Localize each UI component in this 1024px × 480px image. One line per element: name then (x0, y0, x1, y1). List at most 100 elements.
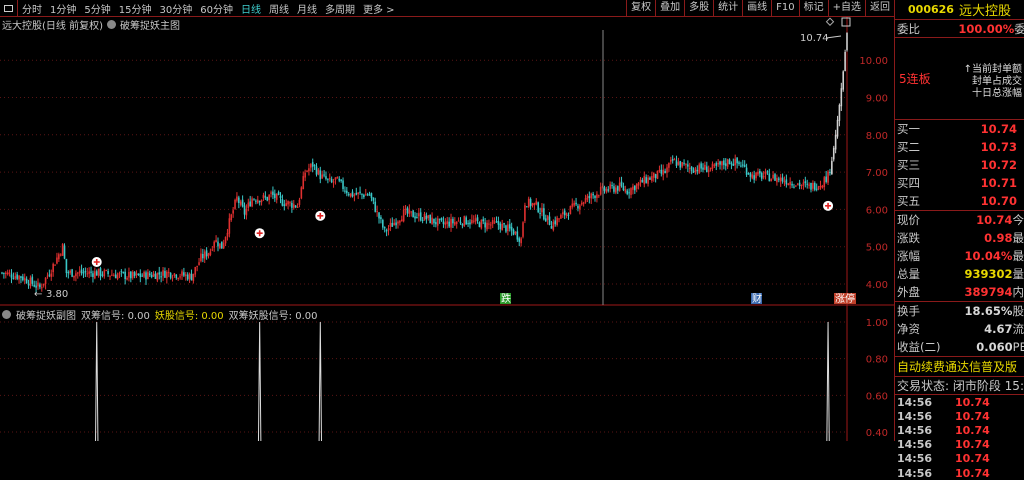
period-tab[interactable]: 周线 (268, 4, 289, 16)
candle-body (766, 171, 769, 173)
candle-body (347, 194, 350, 196)
indicator-toggle-icon[interactable] (106, 20, 116, 29)
tool-button[interactable]: 叠加 (655, 0, 684, 17)
candle-body (224, 236, 227, 244)
candle-body (586, 195, 589, 200)
candle-body (560, 214, 562, 219)
period-tab[interactable]: 5分钟 (84, 4, 111, 16)
candle-body (599, 186, 602, 195)
candle-body (825, 176, 827, 182)
tool-button[interactable]: F10 (771, 0, 798, 17)
period-tab[interactable]: 60分钟 (200, 4, 233, 16)
candle-body (217, 241, 219, 247)
candle-body (527, 198, 530, 208)
promo-banner[interactable]: 自动续费通达信普及版 (895, 357, 1024, 377)
tool-button[interactable]: 复权 (626, 0, 655, 17)
candle-body (459, 221, 462, 224)
candle-body (327, 178, 329, 180)
candle-body (56, 257, 58, 264)
candle-body (317, 169, 320, 175)
candle-body (700, 163, 702, 169)
candle-body (283, 204, 286, 206)
period-tab[interactable]: 分时 (22, 4, 42, 16)
candle-body (696, 169, 699, 172)
candle-body (760, 172, 763, 179)
tool-button[interactable]: 统计 (713, 0, 742, 17)
candle-body (791, 183, 793, 186)
candle-body (730, 163, 733, 165)
y-tick-label: 10.00 (859, 56, 888, 67)
candle-body (164, 270, 166, 278)
candle-body (827, 171, 829, 183)
candle-body (800, 185, 803, 187)
period-tab[interactable]: 更多 > (362, 4, 395, 16)
candle-body (436, 218, 439, 226)
candle-body (419, 212, 422, 221)
candle-body (245, 208, 248, 216)
candle-body (480, 219, 483, 229)
candle-body (31, 276, 34, 284)
candle-body (239, 201, 242, 205)
candle-body (656, 170, 659, 179)
candle-body (685, 163, 687, 165)
candle-body (336, 176, 339, 179)
candle-body (412, 210, 414, 218)
kline-chart-canvas[interactable]: 10.00 9.00 8.00 7.00 6.00 5.00 4.00 1.00 0.80 0.6… (0, 0, 894, 441)
candle-body (251, 198, 253, 207)
candle-body (558, 218, 560, 220)
tool-button[interactable]: 画线 (742, 0, 771, 17)
candle-body (27, 283, 30, 286)
period-tab[interactable]: 月线 (296, 4, 317, 16)
period-tab[interactable]: 日线 (240, 4, 261, 16)
candle-body (670, 159, 672, 162)
candle-body (101, 274, 104, 276)
tool-button[interactable]: +自选 (827, 0, 865, 17)
candle-body (285, 203, 287, 206)
sub-indicator-name[interactable]: 破筹捉妖副图 (16, 311, 76, 322)
tool-button[interactable]: 返回 (865, 0, 894, 17)
candle-body (491, 219, 494, 225)
candle-body (1, 272, 3, 274)
candle-body (728, 159, 731, 165)
candle-body (810, 182, 812, 190)
main-indicator-name[interactable]: 破筹捉妖主图 (119, 21, 180, 32)
buy-signal-icon (317, 212, 324, 219)
candle-body (363, 194, 365, 198)
candle-body (349, 193, 352, 197)
indicator-toggle-icon[interactable] (2, 310, 11, 319)
period-tab[interactable]: 30分钟 (159, 4, 193, 16)
candle-body (207, 253, 210, 257)
candle-body (122, 271, 125, 273)
sidebar-toggle-icon[interactable] (0, 0, 18, 16)
y-tick-label: 5.00 (866, 243, 888, 254)
candle-body (723, 160, 725, 165)
candle-body (391, 222, 394, 227)
candle-body (84, 271, 87, 273)
candle-body (114, 274, 117, 279)
candle-body (302, 176, 305, 189)
candle-body (755, 172, 757, 179)
candle-body (495, 221, 498, 223)
period-tab[interactable]: 15分钟 (118, 4, 152, 16)
candle-body (111, 274, 113, 276)
candle-body (226, 232, 229, 237)
candle-body (757, 171, 759, 175)
candle-body (452, 218, 454, 224)
candle-body (732, 163, 735, 166)
candle-body (306, 170, 308, 172)
candle-body (721, 161, 723, 166)
tool-button[interactable]: 标记 (798, 0, 828, 17)
candle-body (546, 215, 549, 220)
period-tab[interactable]: 1分钟 (50, 4, 77, 16)
period-tab[interactable]: 多周期 (324, 4, 355, 16)
candle-body (366, 194, 369, 196)
candle-body (666, 167, 668, 173)
candle-body (200, 253, 202, 262)
candle-body (275, 193, 278, 200)
candle-body (719, 161, 721, 165)
candle-body (745, 167, 748, 175)
candle-body (590, 193, 593, 199)
candle-body (260, 199, 263, 203)
tool-button[interactable]: 多股 (684, 0, 713, 17)
candle-body (118, 272, 121, 275)
